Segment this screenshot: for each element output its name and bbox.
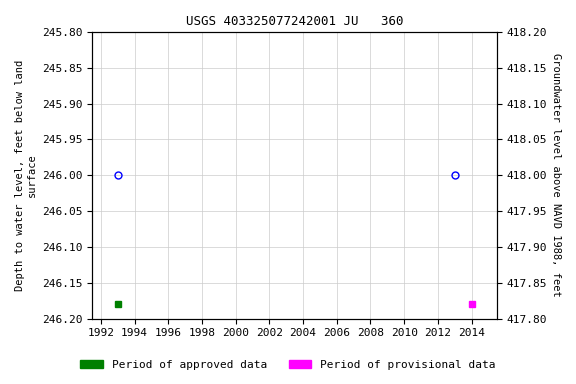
Y-axis label: Groundwater level above NAVD 1988, feet: Groundwater level above NAVD 1988, feet xyxy=(551,53,561,297)
Title: USGS 403325077242001 JU   360: USGS 403325077242001 JU 360 xyxy=(186,15,403,28)
Legend: Period of approved data, Period of provisional data: Period of approved data, Period of provi… xyxy=(76,356,500,375)
Y-axis label: Depth to water level, feet below land
surface: Depth to water level, feet below land su… xyxy=(15,60,37,291)
